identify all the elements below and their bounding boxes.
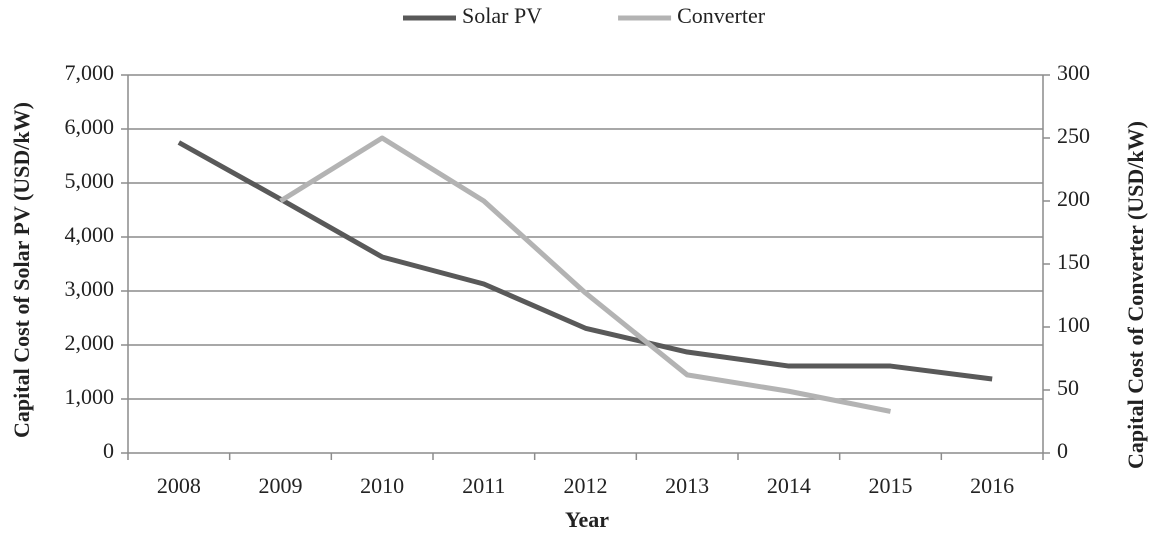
x-axis-label: Year xyxy=(565,507,609,532)
x-tick-label: 2014 xyxy=(767,473,811,498)
x-tick-label: 2008 xyxy=(157,473,201,498)
legend-label: Solar PV xyxy=(462,3,542,28)
y2-tick-label: 150 xyxy=(1057,249,1090,274)
y2-tick-label: 200 xyxy=(1057,186,1090,211)
x-tick-label: 2016 xyxy=(970,473,1014,498)
y-tick-label: 7,000 xyxy=(65,60,115,85)
legend-label: Converter xyxy=(677,3,766,28)
series-line xyxy=(279,135,891,414)
y-tick-label: 4,000 xyxy=(65,222,115,247)
y2-tick-label: 50 xyxy=(1057,375,1079,400)
x-tick-label: 2013 xyxy=(665,473,709,498)
x-tick-label: 2010 xyxy=(360,473,404,498)
y2-axis-label: Capital Cost of Converter (USD/kW) xyxy=(1123,121,1148,469)
series-line xyxy=(177,140,993,382)
x-tick-label: 2015 xyxy=(869,473,913,498)
y-tick-label: 5,000 xyxy=(65,168,115,193)
y2-tick-label: 100 xyxy=(1057,312,1090,337)
y-tick-label: 6,000 xyxy=(65,114,115,139)
x-tick-label: 2012 xyxy=(564,473,608,498)
y-tick-label: 0 xyxy=(103,438,114,463)
y2-tick-label: 250 xyxy=(1057,123,1090,148)
y-tick-label: 3,000 xyxy=(65,276,115,301)
y-tick-label: 2,000 xyxy=(65,330,115,355)
y2-tick-label: 0 xyxy=(1057,438,1068,463)
x-tick-label: 2011 xyxy=(462,473,505,498)
y-axis-label: Capital Cost of Solar PV (USD/kW) xyxy=(9,102,34,438)
y-tick-label: 1,000 xyxy=(65,384,115,409)
y2-tick-label: 300 xyxy=(1057,60,1090,85)
x-tick-label: 2009 xyxy=(259,473,303,498)
